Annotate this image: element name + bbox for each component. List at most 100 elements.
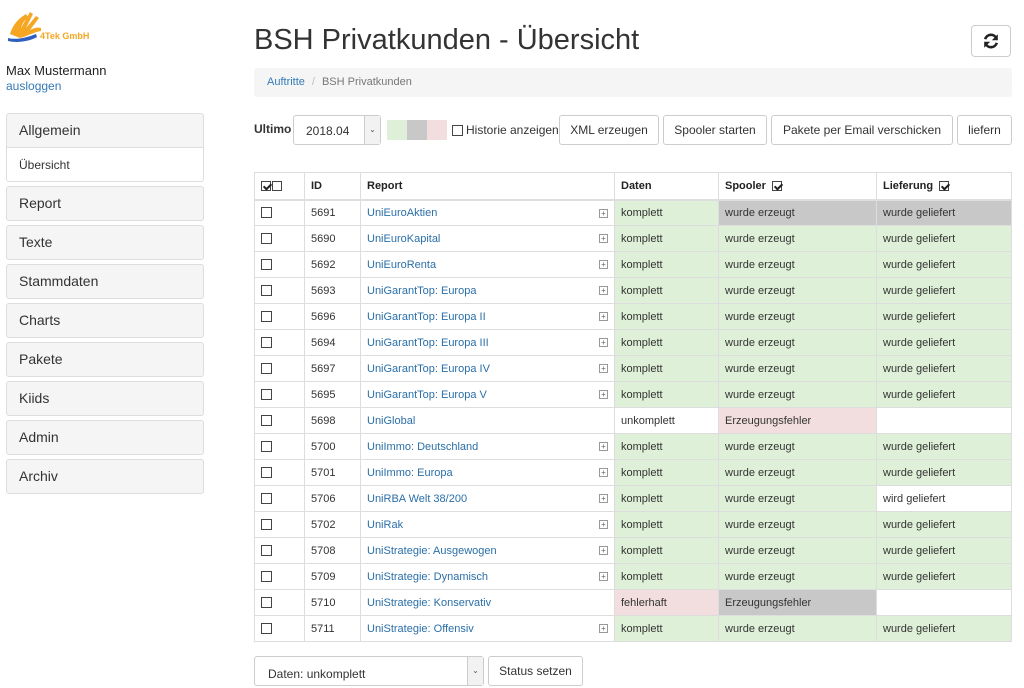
row-report-link[interactable]: UniImmo: Europa <box>367 466 453 479</box>
row-report-cell[interactable]: UniImmo: Deutschland + <box>360 433 615 460</box>
row-report-cell[interactable]: UniImmo: Europa + <box>360 459 615 486</box>
row-report-cell[interactable]: UniRak + <box>360 511 615 538</box>
row-checkbox[interactable] <box>261 389 272 401</box>
table-row[interactable]: 5697 UniGarantTop: Europa IV + komplett wurd… <box>254 355 1012 382</box>
sidebar-item-charts[interactable]: Charts <box>19 312 61 328</box>
row-report-cell[interactable]: UniEuroKapital + <box>360 225 615 252</box>
row-checkbox[interactable] <box>261 467 272 479</box>
table-row[interactable]: 5691 UniEuroAktien + komplett wurde erzeugt w… <box>254 199 1012 226</box>
row-report-cell[interactable]: UniGarantTop: Europa + <box>360 277 615 304</box>
row-select-cell[interactable] <box>254 225 305 252</box>
select-all-checkbox[interactable] <box>261 180 271 191</box>
row-report-cell[interactable]: UniGarantTop: Europa III + <box>360 329 615 356</box>
table-row[interactable]: 5706 UniRBA Welt 38/200 + komplett wurde erz… <box>254 485 1012 512</box>
ultimo-select[interactable]: 2018.04 ⌄ <box>293 115 381 145</box>
table-row[interactable]: 5690 UniEuroKapital + komplett wurde erzeugt… <box>254 225 1012 252</box>
expand-icon[interactable]: + <box>599 286 608 295</box>
row-select-cell[interactable] <box>254 303 305 330</box>
row-report-cell[interactable]: UniGarantTop: Europa IV + <box>360 355 615 382</box>
row-checkbox[interactable] <box>261 519 272 531</box>
table-row[interactable]: 5693 UniGarantTop: Europa + komplett wurde e… <box>254 277 1012 304</box>
row-report-cell[interactable]: UniStrategie: Konservativ <box>360 589 615 616</box>
table-row[interactable]: 5711 UniStrategie: Offensiv + komplett wurde… <box>254 615 1012 642</box>
row-checkbox[interactable] <box>261 285 272 297</box>
row-checkbox[interactable] <box>261 441 272 453</box>
xml-generate-button[interactable]: XML erzeugen <box>559 115 659 145</box>
history-checkbox[interactable] <box>452 124 463 136</box>
set-status-button[interactable]: Status setzen <box>488 656 583 686</box>
row-select-cell[interactable] <box>254 537 305 564</box>
expand-icon[interactable]: + <box>599 494 608 503</box>
expand-icon[interactable]: + <box>599 312 608 321</box>
history-toggle[interactable]: Historie anzeigen <box>452 123 559 137</box>
sidebar-item-texte[interactable]: Texte <box>19 234 53 250</box>
row-checkbox[interactable] <box>261 233 272 245</box>
row-select-cell[interactable] <box>254 563 305 590</box>
sidebar-item-pakete[interactable]: Pakete <box>19 351 63 367</box>
breadcrumb-root-link[interactable]: Auftritte <box>267 76 305 88</box>
row-report-cell[interactable]: UniGlobal <box>360 407 615 434</box>
expand-icon[interactable]: + <box>599 234 608 243</box>
row-report-cell[interactable]: UniRBA Welt 38/200 + <box>360 485 615 512</box>
row-checkbox[interactable] <box>261 597 272 609</box>
refresh-button[interactable] <box>971 25 1011 57</box>
sidebar-item-kiids[interactable]: Kiids <box>19 390 50 406</box>
row-report-cell[interactable]: UniStrategie: Ausgewogen + <box>360 537 615 564</box>
logout-link[interactable]: ausloggen <box>6 79 62 93</box>
table-row[interactable]: 5698 UniGlobal unkomplett Erzeugungsfehler <box>254 407 1012 434</box>
lieferung-header-checkbox[interactable] <box>939 180 950 191</box>
row-report-link[interactable]: UniStrategie: Konservativ <box>367 596 492 609</box>
row-report-cell[interactable]: UniEuroRenta + <box>360 251 615 278</box>
row-report-link[interactable]: UniStrategie: Offensiv <box>367 622 474 635</box>
select-all-header[interactable] <box>254 172 305 201</box>
row-select-cell[interactable] <box>254 589 305 616</box>
row-report-link[interactable]: UniGarantTop: Europa IV <box>367 362 490 375</box>
row-report-link[interactable]: UniEuroRenta <box>367 258 437 271</box>
table-row[interactable]: 5700 UniImmo: Deutschland + komplett wurde e… <box>254 433 1012 460</box>
expand-icon[interactable]: + <box>599 208 608 218</box>
row-select-cell[interactable] <box>254 615 305 642</box>
row-checkbox[interactable] <box>261 363 272 375</box>
sidebar-item-archiv[interactable]: Archiv <box>19 468 58 484</box>
sidebar-item-report[interactable]: Report <box>19 195 62 211</box>
sidebar-item-stammdaten[interactable]: Stammdaten <box>19 273 99 289</box>
expand-icon[interactable]: + <box>599 468 608 477</box>
status-select[interactable]: Daten: unkomplett ⌄ <box>254 656 484 686</box>
row-report-link[interactable]: UniEuroAktien <box>367 206 438 219</box>
row-report-link[interactable]: UniRak <box>367 518 404 531</box>
row-report-cell[interactable]: UniEuroAktien + <box>360 199 615 226</box>
expand-icon[interactable]: + <box>599 520 608 529</box>
row-report-link[interactable]: UniRBA Welt 38/200 <box>367 492 468 505</box>
row-select-cell[interactable] <box>254 381 305 408</box>
row-select-cell[interactable] <box>254 485 305 512</box>
row-select-cell[interactable] <box>254 511 305 538</box>
table-row[interactable]: 5692 UniEuroRenta + komplett wurde erzeugt wu… <box>254 251 1012 278</box>
row-report-link[interactable]: UniGarantTop: Europa V <box>367 388 487 401</box>
row-report-cell[interactable]: UniStrategie: Dynamisch + <box>360 563 615 590</box>
email-packages-button[interactable]: Pakete per Email verschicken <box>771 115 953 145</box>
sidebar-subitem-uebersicht[interactable]: Übersicht <box>7 147 203 181</box>
expand-icon[interactable]: + <box>599 260 608 269</box>
row-report-link[interactable]: UniGarantTop: Europa III <box>367 336 489 349</box>
row-select-cell[interactable] <box>254 251 305 278</box>
deselect-all-checkbox[interactable] <box>272 180 282 191</box>
expand-icon[interactable]: + <box>599 572 608 581</box>
expand-icon[interactable]: + <box>599 364 608 373</box>
row-select-cell[interactable] <box>254 459 305 486</box>
deliver-button[interactable]: liefern <box>957 115 1012 145</box>
table-row[interactable]: 5701 UniImmo: Europa + komplett wurde erzeug… <box>254 459 1012 486</box>
row-checkbox[interactable] <box>261 337 272 349</box>
table-row[interactable]: 5709 UniStrategie: Dynamisch + komplett wurd… <box>254 563 1012 590</box>
spooler-start-button[interactable]: Spooler starten <box>663 115 767 145</box>
table-row[interactable]: 5695 UniGarantTop: Europa V + komplett wurde… <box>254 381 1012 408</box>
expand-icon[interactable]: + <box>599 390 608 399</box>
row-report-cell[interactable]: UniGarantTop: Europa II + <box>360 303 615 330</box>
expand-icon[interactable]: + <box>599 546 608 555</box>
expand-icon[interactable]: + <box>599 442 608 451</box>
row-report-link[interactable]: UniGarantTop: Europa <box>367 284 477 297</box>
expand-icon[interactable]: + <box>599 338 608 347</box>
row-report-link[interactable]: UniStrategie: Dynamisch <box>367 570 489 583</box>
row-report-link[interactable]: UniStrategie: Ausgewogen <box>367 544 497 557</box>
row-checkbox[interactable] <box>261 623 272 635</box>
row-select-cell[interactable] <box>254 407 305 434</box>
